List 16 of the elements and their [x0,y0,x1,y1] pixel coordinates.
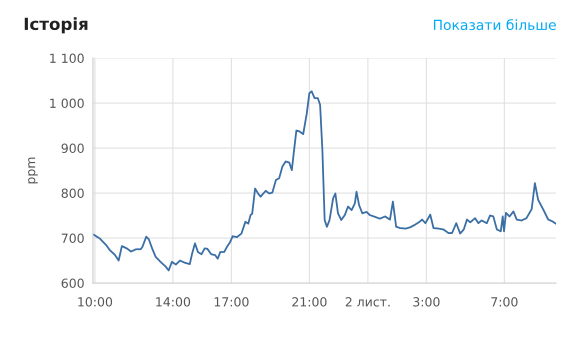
y-tick-label: 700 [62,233,84,243]
x-tick-label: 3:00 [413,297,440,307]
x-tick-label: 10:00 [78,297,112,307]
chart-title: Історія [24,17,88,34]
y-tick-label: 1 000 [50,98,84,108]
x-tick-label: 14:00 [156,297,190,307]
y-tick-label: 800 [62,188,84,198]
x-tick-label: 17:00 [214,297,249,307]
x-tick-label: 2 лист. [346,297,390,307]
x-tick-label: 7:00 [491,297,518,307]
y-axis-title: ppm [28,158,38,184]
y-tick-label: 600 [62,278,84,288]
y-tick-label: 1 100 [50,54,84,64]
x-tick-label: 21:00 [292,297,327,307]
text: Показати більше [434,19,556,30]
y-tick-label: 900 [62,144,84,153]
